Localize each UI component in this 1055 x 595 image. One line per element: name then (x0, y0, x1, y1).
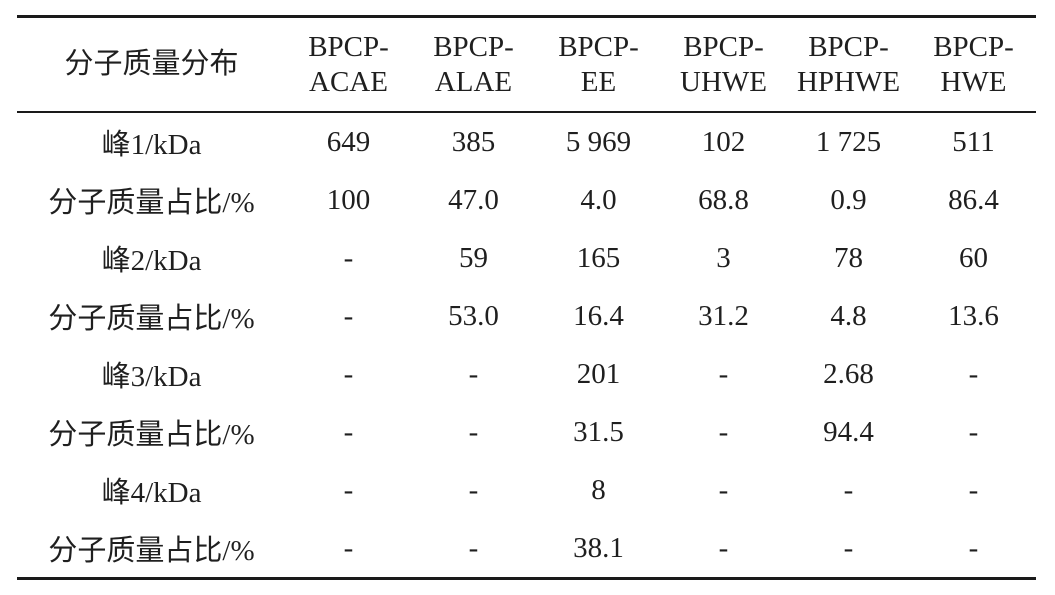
data-cell: 0.9 (830, 183, 867, 216)
table-row-peak2-kda: 峰2/kDa - 59 165 3 78 60 (17, 229, 1036, 287)
data-cell: - (343, 241, 354, 274)
row-label-cell: 峰4/kDa (101, 477, 202, 509)
data-cell: 201 (576, 357, 621, 390)
data-cell: - (343, 299, 354, 332)
data-cell: - (468, 531, 479, 564)
data-cell: 60 (959, 241, 988, 274)
header-cell-bpcp-hwe: BPCP-HWE (911, 16, 1036, 113)
row-label-cell: 峰1/kDa (101, 129, 202, 161)
data-cell: 31.2 (698, 299, 749, 332)
data-cell: 59 (459, 241, 488, 274)
header-cell-row-label-column: 分子质量分布 (17, 16, 286, 113)
data-cell: 4.0 (580, 183, 617, 216)
data-cell: 8 (591, 473, 606, 506)
data-cell: 94.4 (823, 415, 874, 448)
header-cell-bpcp-hphwe: BPCP-HPHWE (786, 16, 911, 113)
data-cell: 165 (576, 241, 621, 274)
table-row-peak4-kda: 峰4/kDa - - 8 - - - (17, 461, 1036, 519)
data-cell: 31.5 (573, 415, 624, 448)
header-cell-bpcp-alae: BPCP-ALAE (411, 16, 536, 113)
row-label-cell: 峰2/kDa (101, 245, 202, 277)
table-row-peak1-kda: 峰1/kDa 649 385 5 969 102 1 725 511 (17, 112, 1036, 171)
table-row-peak2-mass-fraction: 分子质量占比/% - 53.0 16.4 31.2 4.8 13.6 (17, 287, 1036, 345)
data-cell: - (968, 531, 979, 564)
data-cell: 13.6 (948, 299, 999, 332)
table-header-row: 分子质量分布 BPCP-ACAE BPCP-ALAE BPCP-EE BPCP-… (17, 16, 1036, 113)
row-label-cell: 峰3/kDa (101, 361, 202, 393)
data-cell: 649 (326, 125, 371, 158)
data-cell: - (843, 531, 854, 564)
data-cell: - (718, 531, 729, 564)
row-label-cell: 分子质量占比/% (48, 187, 255, 219)
data-cell: - (468, 357, 479, 390)
data-cell: 100 (326, 183, 371, 216)
data-cell: - (843, 473, 854, 506)
data-cell: - (968, 415, 979, 448)
data-cell: - (343, 415, 354, 448)
data-cell: 102 (701, 125, 746, 158)
header-cell-bpcp-uhwe: BPCP-UHWE (661, 16, 786, 113)
data-cell: 5 969 (565, 125, 632, 158)
data-cell: 385 (451, 125, 496, 158)
table-row-peak4-mass-fraction: 分子质量占比/% - - 38.1 - - - (17, 519, 1036, 579)
data-cell: 1 725 (815, 125, 882, 158)
data-cell: - (718, 415, 729, 448)
data-cell: - (968, 473, 979, 506)
data-cell: 47.0 (448, 183, 499, 216)
row-label-cell: 分子质量占比/% (48, 419, 255, 451)
data-cell: 53.0 (448, 299, 499, 332)
data-cell: 511 (952, 125, 995, 158)
data-cell: - (968, 357, 979, 390)
data-cell: - (343, 357, 354, 390)
table-row-peak3-kda: 峰3/kDa - - 201 - 2.68 - (17, 345, 1036, 403)
data-cell: - (343, 531, 354, 564)
molecular-mass-distribution-table: 分子质量分布 BPCP-ACAE BPCP-ALAE BPCP-EE BPCP-… (17, 15, 1036, 580)
data-cell: - (718, 473, 729, 506)
data-cell: 68.8 (698, 183, 749, 216)
data-cell: - (468, 473, 479, 506)
data-cell: 4.8 (830, 299, 867, 332)
data-cell: 2.68 (823, 357, 874, 390)
data-cell: 78 (834, 241, 863, 274)
table-row-peak1-mass-fraction: 分子质量占比/% 100 47.0 4.0 68.8 0.9 86.4 (17, 171, 1036, 229)
header-cell-bpcp-ee: BPCP-EE (536, 16, 661, 113)
table-row-peak3-mass-fraction: 分子质量占比/% - - 31.5 - 94.4 - (17, 403, 1036, 461)
header-cell-bpcp-acae: BPCP-ACAE (286, 16, 411, 113)
data-cell: - (718, 357, 729, 390)
data-cell: 86.4 (948, 183, 999, 216)
data-cell: 3 (716, 241, 731, 274)
data-cell: - (468, 415, 479, 448)
row-label-cell: 分子质量占比/% (48, 303, 255, 335)
row-label-cell: 分子质量占比/% (48, 535, 255, 567)
data-cell: - (343, 473, 354, 506)
data-cell: 38.1 (573, 531, 624, 564)
data-cell: 16.4 (573, 299, 624, 332)
